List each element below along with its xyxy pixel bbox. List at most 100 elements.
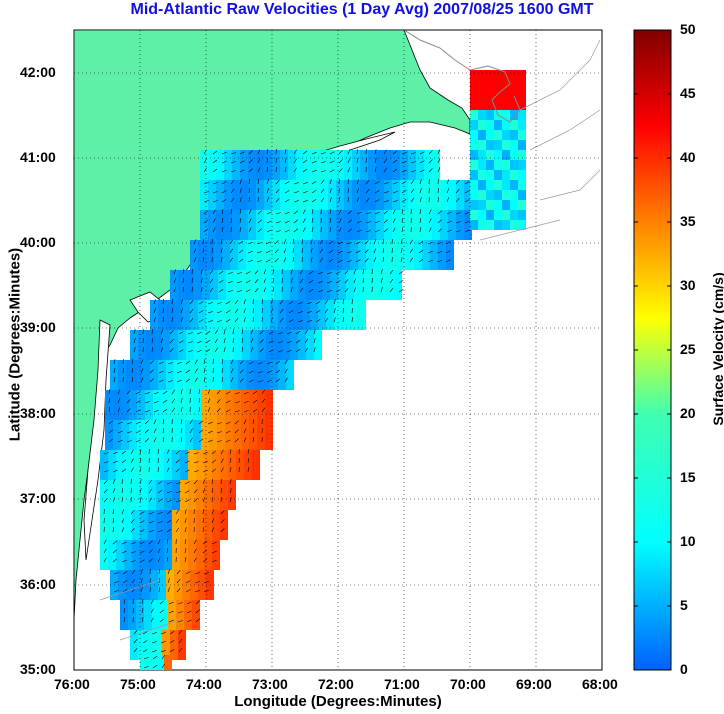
velocity-vector — [347, 228, 352, 233]
velocity-vector — [288, 310, 294, 314]
colorbar — [633, 29, 672, 671]
velocity-vector — [189, 308, 194, 314]
velocity-cell — [262, 240, 270, 270]
velocity-vector — [254, 270, 259, 275]
velocity-cell — [302, 300, 310, 330]
velocity-vector — [279, 317, 284, 323]
velocity-vector — [398, 280, 404, 284]
velocity-vector — [141, 617, 144, 623]
velocity-cell — [518, 200, 526, 210]
velocity-cell — [510, 110, 518, 120]
velocity-vector — [362, 286, 364, 293]
velocity-vector — [243, 317, 246, 323]
velocity-vector — [144, 438, 149, 443]
velocity-vector — [200, 269, 203, 275]
velocity-vector — [123, 608, 126, 614]
velocity-cell — [226, 330, 234, 360]
velocity-vector — [182, 268, 184, 275]
velocity-vector — [446, 188, 450, 194]
velocity-vector — [247, 467, 250, 473]
velocity-vector — [207, 311, 213, 314]
velocity-vector — [230, 170, 236, 173]
velocity-cell — [254, 240, 262, 270]
velocity-vector — [283, 239, 287, 245]
velocity-cell — [208, 180, 216, 210]
velocity-vector — [139, 467, 142, 473]
velocity-vector — [220, 510, 225, 515]
velocity-vector — [150, 599, 154, 605]
velocity-vector — [317, 272, 323, 275]
velocity-vector — [151, 632, 157, 635]
velocity-vector — [257, 219, 262, 224]
velocity-vector — [337, 241, 343, 245]
velocity-cell — [272, 180, 280, 210]
velocity-vector — [274, 240, 279, 245]
velocity-cell — [265, 390, 273, 420]
velocity-vector — [143, 656, 149, 660]
velocity-vector — [171, 398, 176, 404]
velocity-vector — [198, 310, 204, 314]
velocity-vector — [320, 179, 325, 185]
velocity-vector — [216, 440, 222, 443]
velocity-cell — [478, 210, 486, 220]
velocity-vector — [142, 640, 148, 644]
velocity-vector — [166, 499, 172, 503]
velocity-vector — [211, 550, 217, 554]
x-tick-label: 70:00 — [450, 676, 486, 692]
velocity-vector — [445, 259, 451, 263]
velocity-vector — [302, 218, 306, 224]
velocity-vector — [288, 319, 294, 323]
velocity-vector — [283, 248, 287, 254]
velocity-vector — [223, 347, 226, 353]
velocity-cell — [246, 360, 254, 390]
velocity-vector — [446, 220, 452, 224]
velocity-vector — [392, 168, 398, 173]
velocity-cell — [470, 130, 478, 140]
velocity-vector — [149, 369, 154, 374]
velocity-cell — [204, 450, 212, 480]
velocity-vector — [153, 409, 159, 413]
velocity-vector — [169, 348, 174, 353]
velocity-cell — [518, 180, 526, 190]
velocity-vector — [230, 197, 235, 203]
velocity-vector — [209, 287, 214, 293]
velocity-cell — [129, 420, 137, 450]
velocity-cell — [456, 210, 464, 240]
velocity-cell — [368, 150, 376, 180]
velocity-vector — [274, 258, 279, 263]
velocity-cell — [249, 390, 257, 420]
velocity-vector — [356, 188, 359, 194]
velocity-vector — [133, 347, 136, 353]
velocity-vector — [337, 259, 343, 263]
velocity-cell — [153, 390, 161, 420]
velocity-cell — [218, 270, 226, 300]
velocity-cell — [236, 450, 244, 480]
velocity-cell — [212, 510, 220, 540]
velocity-vector — [275, 360, 281, 365]
velocity-vector — [148, 479, 153, 485]
velocity-vector — [175, 527, 180, 533]
velocity-vector — [139, 520, 145, 524]
velocity-vector — [212, 159, 218, 164]
velocity-vector — [187, 350, 193, 353]
velocity-vector — [158, 586, 160, 593]
velocity-cell — [216, 210, 224, 240]
velocity-vector — [239, 160, 245, 164]
velocity-vector — [225, 400, 231, 404]
velocity-cell — [230, 300, 238, 330]
plot-title: Mid-Atlantic Raw Velocities (1 Day Avg) … — [130, 1, 594, 18]
velocity-vector — [193, 548, 197, 554]
velocity-vector — [380, 287, 383, 293]
velocity-vector — [205, 339, 211, 344]
velocity-vector — [355, 250, 361, 254]
velocity-vector — [401, 151, 407, 155]
velocity-vector — [157, 511, 163, 515]
velocity-cell — [424, 180, 432, 210]
velocity-cell — [264, 180, 272, 210]
velocity-cell — [502, 160, 510, 170]
velocity-cell — [440, 180, 448, 210]
velocity-vector — [121, 541, 127, 545]
velocity-cell — [138, 330, 146, 360]
velocity-cell — [448, 180, 456, 210]
